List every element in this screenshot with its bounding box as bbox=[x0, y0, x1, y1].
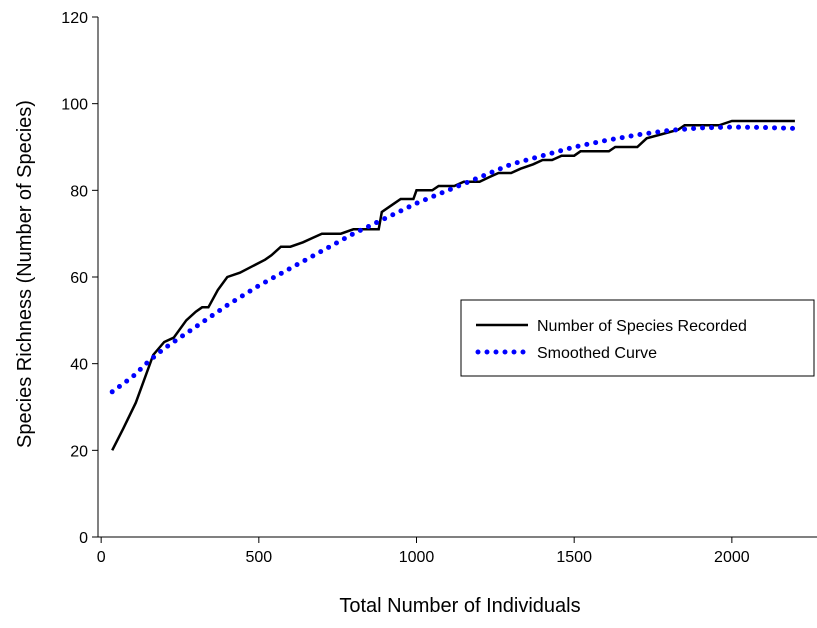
series-line-smoothed-curve bbox=[109, 124, 798, 395]
legend-label-series-2: Smoothed Curve bbox=[537, 345, 657, 362]
x-tick-label: 1000 bbox=[399, 549, 435, 566]
legend-box bbox=[460, 299, 815, 377]
x-tick-label: 0 bbox=[97, 549, 106, 566]
series-layer bbox=[109, 119, 798, 451]
legend-label-series-1: Number of Species Recorded bbox=[537, 318, 747, 335]
y-axis-title: Species Richness (Number of Species) bbox=[14, 100, 36, 448]
y-tick-label: 120 bbox=[61, 10, 88, 27]
y-tick-label: 0 bbox=[79, 530, 88, 547]
x-tick-label: 1500 bbox=[556, 549, 592, 566]
x-axis-title: Total Number of Individuals bbox=[339, 595, 580, 617]
y-tick-label: 60 bbox=[70, 270, 88, 287]
y-tick-label: 100 bbox=[61, 97, 88, 114]
x-tick-label: 500 bbox=[245, 549, 272, 566]
x-tick-label: 2000 bbox=[714, 549, 750, 566]
y-tick-label: 40 bbox=[70, 357, 88, 374]
series-line-species-recorded bbox=[111, 119, 795, 451]
ticks-layer: 0 20 40 60 80 100 120 0 500 1000 1500 2000 bbox=[61, 10, 749, 566]
y-tick-label: 20 bbox=[70, 443, 88, 460]
axes bbox=[97, 17, 817, 538]
legend: Number of Species Recorded Smoothed Curv… bbox=[460, 299, 815, 377]
y-tick-label: 80 bbox=[70, 183, 88, 200]
